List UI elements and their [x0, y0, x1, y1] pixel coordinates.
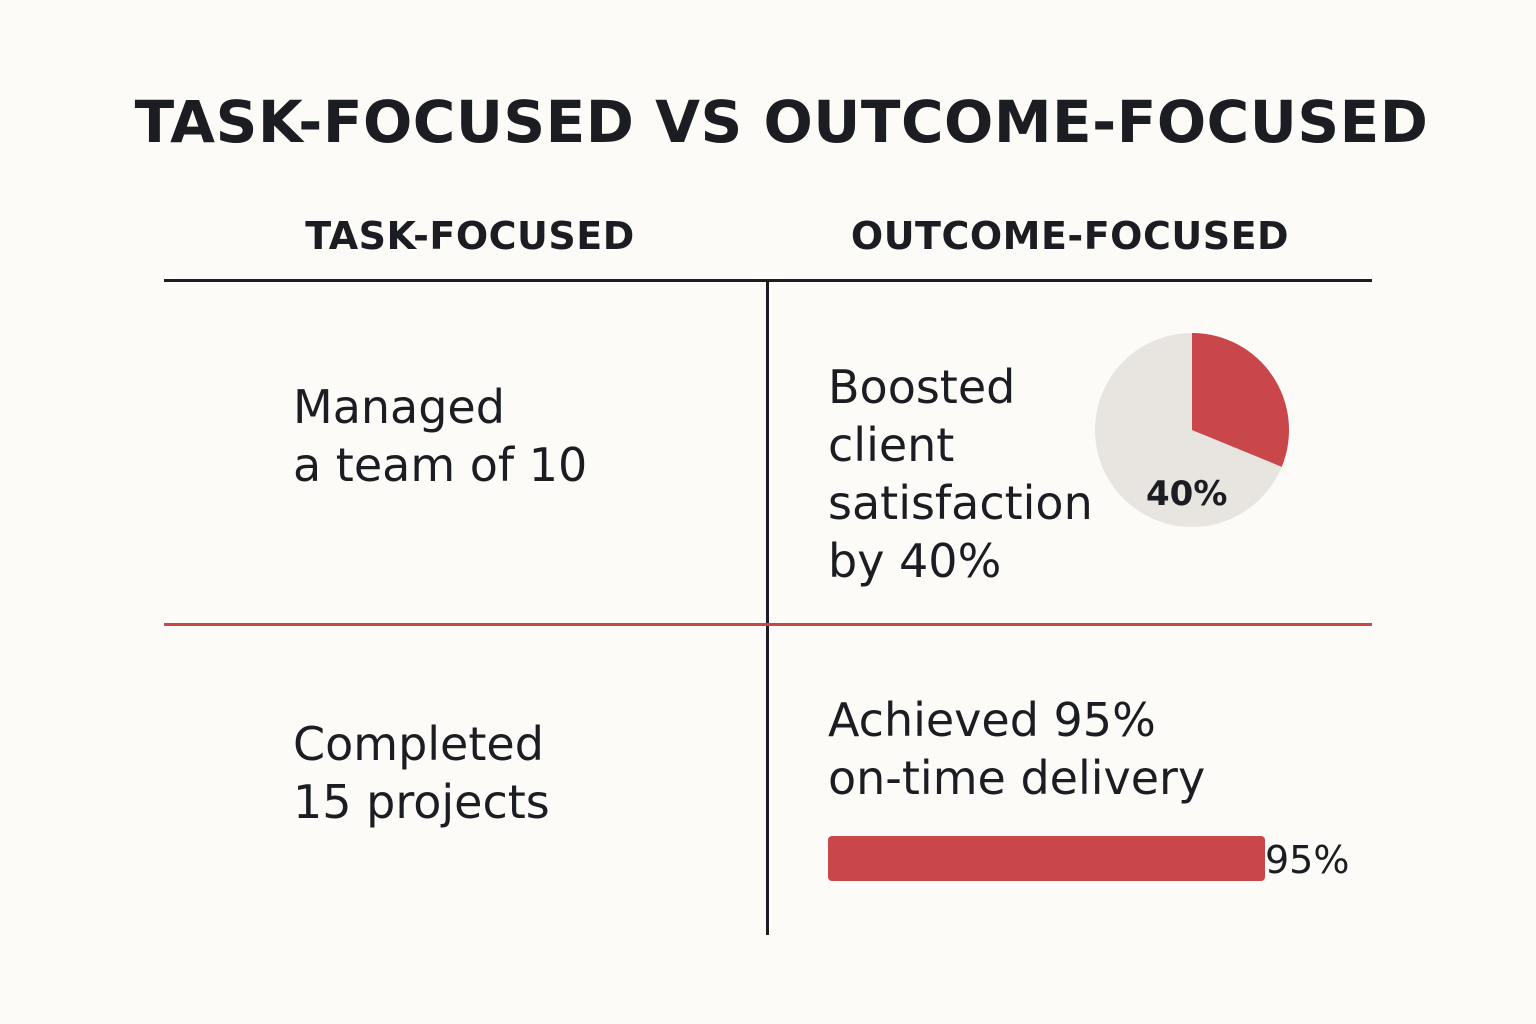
row-1-outcome-line-2: client — [828, 418, 955, 472]
row-2-outcome-text: Achieved 95% on-time delivery — [828, 691, 1205, 807]
row-1-outcome-line-1: Boosted — [828, 360, 1016, 414]
row-1-task-line-1: Managed — [293, 380, 505, 434]
row-2-task-text: Completed 15 projects — [293, 715, 550, 831]
row-2-task-line-1: Completed — [293, 717, 544, 771]
row-1-outcome-line-4: by 40% — [828, 534, 1002, 588]
row-2-task-line-2: 15 projects — [293, 775, 550, 829]
column-header-outcome-focused: OUTCOME-FOCUSED — [850, 214, 1290, 258]
row-1-outcome-line-3: satisfaction — [828, 476, 1093, 530]
row-1-task-text: Managed a team of 10 — [293, 378, 587, 494]
pie-value-slice — [1192, 333, 1289, 467]
bar-value-label: 95% — [1265, 838, 1350, 882]
satisfaction-pie-chart — [1095, 333, 1289, 527]
column-divider — [766, 282, 769, 935]
pie-value-label: 40% — [1146, 474, 1228, 514]
delivery-progress-fill — [828, 836, 1265, 881]
row-2-outcome-line-2: on-time delivery — [828, 751, 1206, 805]
row-2-outcome-line-1: Achieved 95% — [828, 693, 1156, 747]
row-1-task-line-2: a team of 10 — [293, 438, 588, 492]
delivery-progress-bar — [828, 836, 1265, 881]
row-1-outcome-text: Boosted client satisfaction by 40% — [828, 358, 1093, 590]
header-divider — [164, 279, 1372, 282]
row-divider — [164, 623, 1372, 626]
page-title: TASK-FOCUSED VS OUTCOME-FOCUSED — [134, 88, 1429, 156]
column-header-task-focused: TASK-FOCUSED — [305, 214, 635, 258]
